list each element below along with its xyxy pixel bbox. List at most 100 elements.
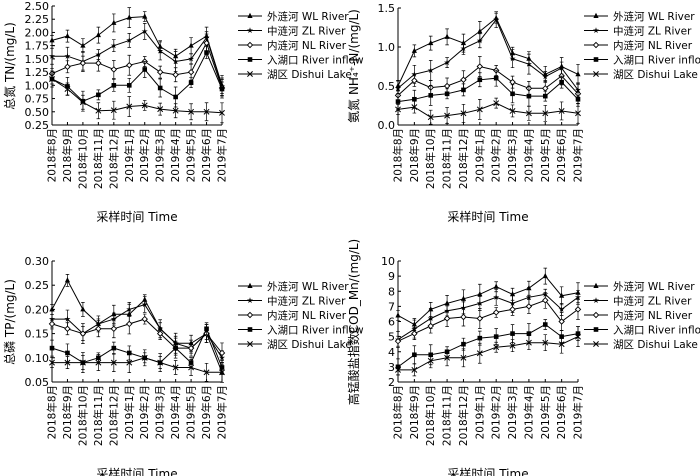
marker-x: [95, 359, 102, 366]
marker-star: [460, 45, 467, 52]
marker-triangle: [559, 292, 565, 298]
series-line: [397, 293, 579, 341]
y-axis-label: 氨氮 NH₄⁺-N/(mg/L): [346, 9, 361, 123]
x-tick-label: 2018年11月: [92, 385, 105, 446]
legend-label: 入湖口 River inflow: [613, 325, 700, 337]
marker-triangle: [188, 42, 194, 48]
legend-label: 湖区 Dishui Lake: [613, 69, 698, 81]
marker-x: [427, 357, 434, 364]
marker-x: [460, 110, 467, 117]
marker-square: [142, 67, 148, 72]
marker-x: [219, 369, 225, 376]
series-line: [52, 30, 223, 87]
marker-triangle: [593, 282, 599, 288]
x-tick-label: 2019年4月: [522, 128, 535, 182]
marker-diamond: [411, 77, 418, 84]
legend-entry: 入湖口 River inflow: [584, 325, 700, 337]
marker-triangle: [460, 295, 467, 301]
marker-x: [172, 364, 179, 371]
legend-entry: 中涟河 ZL River: [584, 295, 692, 308]
marker-triangle: [80, 306, 86, 312]
marker-x: [49, 76, 55, 82]
legend-label: 中涟河 ZL River: [267, 25, 346, 38]
legend-entry: 内涟河 NL River: [584, 39, 693, 52]
marker-square: [493, 75, 499, 81]
marker-x: [219, 109, 225, 116]
marker-diamond: [187, 68, 195, 76]
marker-diamond: [246, 311, 254, 319]
marker-square: [477, 77, 483, 83]
x-axis-label: 采样时间 Time: [447, 466, 528, 476]
marker-diamond: [476, 315, 484, 322]
marker-star: [444, 59, 451, 66]
y-tick-label: 0.50: [25, 106, 50, 119]
legend-label: 内涟河 NL River: [267, 39, 347, 52]
marker-star: [427, 315, 434, 322]
marker-triangle: [509, 291, 516, 297]
series-line: [397, 77, 579, 103]
marker-x: [542, 110, 549, 117]
x-tick-label: 2019年6月: [555, 128, 568, 182]
marker-x: [64, 86, 71, 92]
marker-x: [575, 110, 581, 117]
y-tick-label: 1.75: [25, 40, 50, 53]
y-tick-label: 1.25: [25, 66, 50, 79]
y-tick-label: 3: [388, 361, 395, 374]
marker-star: [141, 301, 148, 308]
marker-x: [203, 369, 210, 376]
marker-diamond: [141, 315, 148, 323]
x-tick-label: 2018年9月: [61, 128, 74, 182]
marker-diamond: [558, 318, 565, 325]
marker-x: [558, 108, 565, 114]
y-tick-label: 0.30: [25, 255, 50, 268]
marker-star: [476, 37, 483, 44]
x-tick-label: 2019年3月: [506, 385, 519, 439]
series-2: [48, 33, 226, 99]
marker-triangle: [80, 42, 86, 48]
legend-entry: 内涟河 NL River: [238, 309, 347, 322]
x-tick-label: 2018年9月: [408, 385, 421, 439]
x-tick-label: 2019年5月: [185, 128, 198, 182]
series-line: [51, 41, 223, 89]
marker-star: [493, 16, 500, 23]
marker-diamond: [218, 349, 226, 357]
chart-panel-nh4: 0.0 0.5 1.0 1.5 2018年8月 2018年9月 2018年10月 2018年1…: [346, 2, 700, 224]
marker-square: [157, 85, 163, 91]
legend-entry: 外涟河 WL River: [584, 280, 695, 293]
series-3: [49, 46, 225, 112]
y-tick-label: 6: [388, 316, 395, 329]
legend-entry: 入湖口 River inflow: [238, 325, 364, 337]
marker-triangle: [428, 39, 434, 46]
marker-star: [592, 297, 600, 304]
marker-square: [559, 79, 564, 85]
marker-square: [575, 96, 581, 102]
x-tick-label: 2018年10月: [76, 385, 89, 446]
x-tick-label: 2019年3月: [154, 385, 167, 439]
marker-star: [476, 300, 483, 306]
series-line: [397, 275, 579, 326]
series-line: [397, 323, 579, 368]
marker-triangle: [49, 37, 55, 43]
marker-x: [95, 107, 102, 114]
x-tick-label: 2019年7月: [572, 128, 585, 182]
marker-diamond: [542, 297, 549, 304]
marker-square: [247, 57, 253, 62]
marker-triangle: [477, 291, 483, 297]
marker-x: [188, 364, 195, 371]
series-1: [48, 296, 226, 366]
marker-triangle: [64, 32, 71, 39]
marker-star: [394, 85, 402, 91]
marker-square: [428, 93, 434, 98]
x-tick-label: 2019年4月: [522, 385, 535, 439]
marker-square: [412, 96, 417, 102]
x-tick-label: 2018年12月: [107, 385, 120, 446]
marker-x: [460, 354, 467, 361]
x-tick-label: 2018年9月: [61, 385, 74, 439]
legend-entry: 中涟河 ZL River: [584, 25, 692, 38]
marker-square: [526, 331, 532, 336]
marker-triangle: [593, 12, 599, 18]
series-line: [398, 336, 579, 371]
marker-x: [188, 108, 195, 115]
